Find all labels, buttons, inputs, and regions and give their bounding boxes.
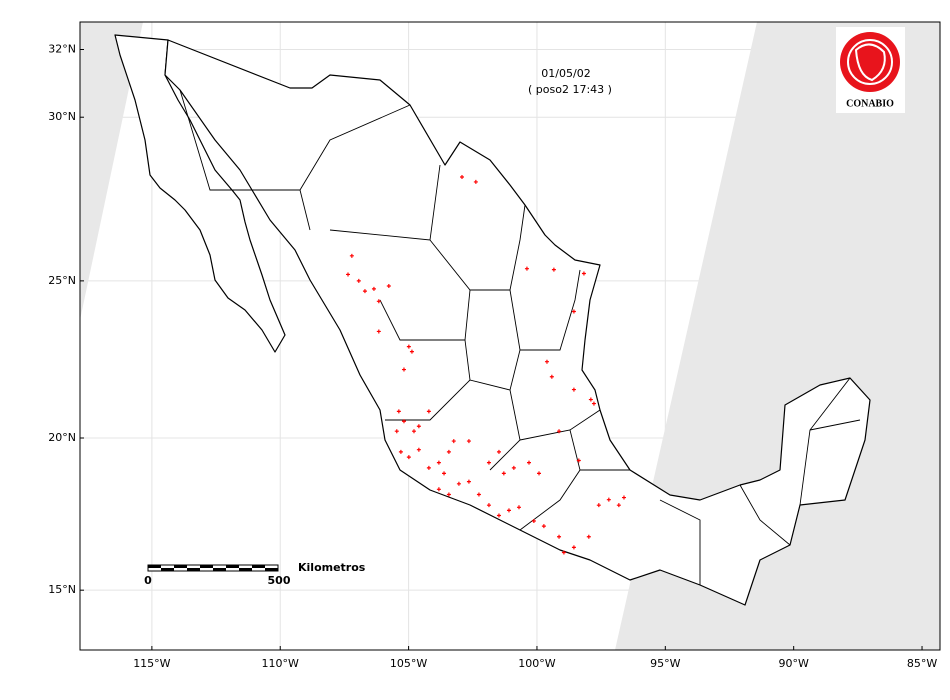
fire-point bbox=[581, 271, 586, 276]
fire-point bbox=[376, 329, 381, 334]
fire-point bbox=[596, 503, 601, 508]
fire-point bbox=[442, 471, 447, 476]
fire-point bbox=[401, 367, 406, 372]
fire-point bbox=[571, 309, 576, 314]
state-borders bbox=[179, 89, 861, 585]
pass-label: ( poso2 17:43 ) bbox=[528, 83, 612, 96]
fire-point bbox=[571, 545, 576, 550]
y-tick-label: 32°N bbox=[48, 42, 76, 55]
logo: CONABIO bbox=[836, 27, 905, 113]
baja-peninsula bbox=[114, 34, 286, 353]
fire-point bbox=[476, 492, 481, 497]
fire-point bbox=[466, 479, 471, 484]
fire-point bbox=[376, 299, 381, 304]
y-tick-label: 25°N bbox=[48, 274, 76, 287]
fire-point bbox=[456, 481, 461, 486]
fire-point bbox=[436, 460, 441, 465]
fire-point bbox=[501, 471, 506, 476]
fire-point bbox=[451, 439, 456, 444]
fire-point bbox=[446, 492, 451, 497]
fire-point bbox=[496, 449, 501, 454]
fire-point bbox=[362, 289, 367, 294]
x-tick-label: 110°W bbox=[262, 657, 299, 670]
fire-point bbox=[401, 419, 406, 424]
fire-point bbox=[526, 460, 531, 465]
x-tick-label: 85°W bbox=[907, 657, 937, 670]
fire-point bbox=[394, 429, 399, 434]
fire-point bbox=[426, 465, 431, 470]
fire-point bbox=[506, 508, 511, 513]
fire-point bbox=[406, 344, 411, 349]
fire-point bbox=[346, 272, 351, 277]
fire-point bbox=[406, 455, 411, 460]
logo-text: CONABIO bbox=[846, 98, 894, 109]
fire-point bbox=[416, 447, 421, 452]
fire-point bbox=[446, 449, 451, 454]
fire-point bbox=[473, 179, 478, 184]
fire-point bbox=[436, 487, 441, 492]
x-tick-label: 90°W bbox=[778, 657, 808, 670]
logo-ring bbox=[847, 39, 893, 85]
scale-end: 500 bbox=[268, 574, 291, 587]
fire-point bbox=[396, 409, 401, 414]
logo-figure bbox=[854, 43, 886, 82]
fire-point bbox=[409, 349, 414, 354]
fire-point bbox=[516, 505, 521, 510]
scale-start: 0 bbox=[144, 574, 152, 587]
fire-point bbox=[588, 397, 593, 402]
fire-point bbox=[466, 439, 471, 444]
fire-point bbox=[537, 471, 542, 476]
fire-point bbox=[557, 534, 562, 539]
axis-ticks: 115°W 110°W 105°W 100°W 95°W 90°W 85°W 15°N 20°N… bbox=[48, 42, 937, 670]
fire-point bbox=[411, 429, 416, 434]
fire-point bbox=[486, 460, 491, 465]
y-tick-label: 15°N bbox=[48, 583, 76, 596]
swath-gap bbox=[80, 22, 143, 320]
fire-points bbox=[346, 174, 626, 555]
fire-point bbox=[591, 401, 596, 406]
fire-point bbox=[398, 449, 403, 454]
x-tick-label: 95°W bbox=[650, 657, 680, 670]
fire-point bbox=[371, 286, 376, 291]
fire-point bbox=[524, 266, 529, 271]
fire-point bbox=[551, 267, 556, 272]
fire-point bbox=[549, 374, 554, 379]
fire-point bbox=[531, 518, 536, 523]
fire-point bbox=[571, 387, 576, 392]
fire-point bbox=[426, 409, 431, 414]
map-frame bbox=[79, 21, 941, 651]
fire-point bbox=[496, 513, 501, 518]
fire-point bbox=[544, 359, 549, 364]
fire-point bbox=[561, 550, 566, 555]
fire-point bbox=[557, 429, 562, 434]
fire-point bbox=[459, 174, 464, 179]
scale-bar-checks bbox=[148, 565, 278, 571]
x-tick-label: 100°W bbox=[518, 657, 555, 670]
fire-point bbox=[486, 503, 491, 508]
fire-point bbox=[586, 534, 591, 539]
y-tick-label: 30°N bbox=[48, 110, 76, 123]
fire-point bbox=[356, 278, 361, 283]
x-tick-label: 115°W bbox=[133, 657, 170, 670]
fire-point bbox=[511, 465, 516, 470]
fire-point bbox=[386, 283, 391, 288]
fire-point bbox=[621, 495, 626, 500]
fire-point bbox=[606, 497, 611, 502]
x-tick-label: 105°W bbox=[390, 657, 427, 670]
scale-bar: 0 500 Kilometros bbox=[144, 561, 366, 587]
date-label: 01/05/02 bbox=[541, 67, 590, 80]
y-tick-label: 20°N bbox=[48, 431, 76, 444]
fire-point bbox=[616, 503, 621, 508]
fire-point bbox=[576, 458, 581, 463]
fire-point bbox=[541, 524, 546, 529]
scale-unit: Kilometros bbox=[298, 561, 366, 574]
fire-point bbox=[416, 424, 421, 429]
fire-point bbox=[349, 253, 354, 258]
swath-gap bbox=[615, 22, 940, 650]
